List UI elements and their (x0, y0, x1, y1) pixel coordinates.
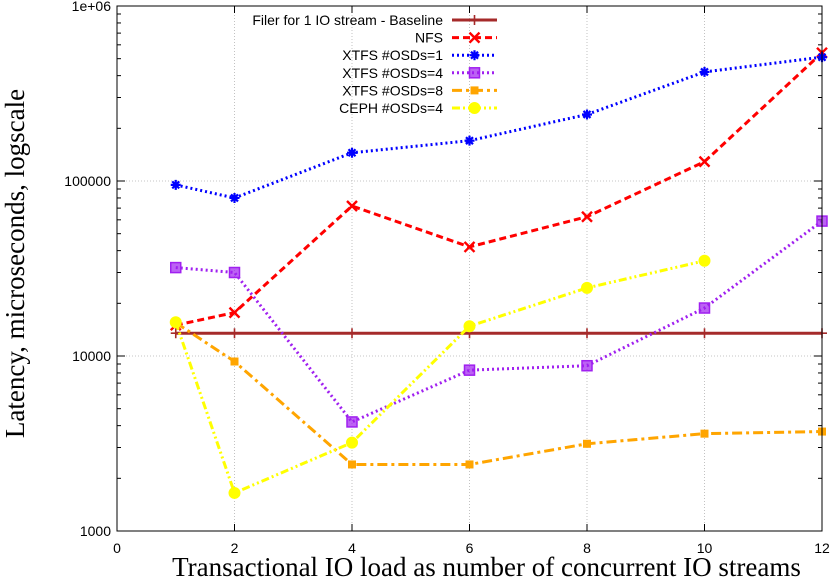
data-point (170, 261, 182, 274)
series-1 (169, 46, 828, 332)
data-point (229, 328, 240, 339)
legend-marker (469, 15, 480, 25)
data-point (348, 460, 356, 469)
legend-entry: XTFS #OSDs=8 (342, 82, 497, 98)
y-tick-label: 1000 (80, 523, 111, 539)
data-point (230, 357, 239, 366)
legend-label: Filer for 1 IO stream - Baseline (252, 12, 443, 28)
legend-label: XTFS #OSDs=4 (342, 65, 443, 81)
y-tick-label: 10000 (72, 348, 111, 364)
series-0 (170, 328, 827, 339)
data-point (228, 266, 241, 279)
x-axis-title: Transactional IO load as number of concu… (172, 552, 801, 578)
data-point (465, 460, 474, 469)
series-line (174, 321, 823, 466)
data-point (583, 439, 591, 448)
data-point (229, 192, 240, 203)
legend-marker (468, 102, 481, 114)
series-2 (170, 52, 827, 203)
data-point (581, 281, 593, 294)
data-point (582, 328, 592, 339)
legend-marker (468, 31, 481, 44)
legend-entry: XTFS #OSDs=1 (342, 47, 497, 63)
legend-entry: NFS (415, 30, 497, 46)
data-point (228, 306, 241, 319)
data-point (581, 210, 593, 223)
x-tick-label: 2 (231, 540, 239, 556)
legend-entry: CEPH #OSDs=4 (339, 100, 497, 116)
data-point (346, 416, 358, 428)
x-tick-label: 12 (814, 540, 830, 556)
x-axis-ticks: 0 2 4 6 8 10 12 (113, 6, 830, 556)
plot-frame (116, 5, 823, 532)
legend: Filer for 1 IO stream - BaselineNFSXTFS … (252, 12, 497, 116)
data-point (463, 364, 476, 376)
data-point (346, 200, 358, 212)
y-tick-label: 1e+06 (72, 0, 112, 14)
data-point (170, 179, 181, 190)
data-point (346, 436, 358, 449)
x-tick-label: 4 (348, 540, 356, 556)
legend-entry: XTFS #OSDs=4 (342, 65, 497, 81)
data-point (582, 109, 592, 120)
legend-label: XTFS #OSDs=8 (342, 82, 443, 98)
data-point (169, 316, 182, 329)
series-3 (170, 215, 828, 428)
legend-marker (468, 67, 481, 79)
data-point (228, 486, 241, 499)
series-line (175, 219, 823, 424)
series-line (175, 55, 823, 200)
data-point (347, 147, 357, 158)
y-tick-label: 100000 (64, 173, 111, 189)
data-point (698, 302, 711, 314)
x-tick-label: 10 (697, 540, 713, 556)
data-point (463, 320, 476, 333)
data-point (463, 241, 476, 253)
legend-marker (470, 86, 479, 95)
y-axis-title: Latency, microseconds, logscale (0, 89, 30, 438)
grid (117, 6, 822, 531)
x-tick-label: 0 (113, 540, 121, 556)
series-5 (169, 254, 711, 499)
x-tick-label: 8 (583, 540, 591, 556)
data-point (699, 66, 710, 77)
legend-marker (469, 50, 480, 61)
series-line (175, 51, 824, 327)
data-point (464, 135, 475, 146)
legend-label: NFS (415, 30, 443, 46)
data-point (699, 328, 710, 339)
data-point (698, 155, 711, 168)
legend-entry: Filer for 1 IO stream - Baseline (252, 12, 497, 28)
series-line (174, 259, 705, 495)
data-point (698, 254, 711, 267)
data-point (700, 429, 709, 438)
series-4 (171, 318, 826, 469)
legend-label: CEPH #OSDs=4 (339, 100, 443, 116)
data-point (581, 359, 593, 372)
x-tick-label: 6 (466, 540, 474, 556)
data-point (347, 328, 357, 339)
series (169, 46, 828, 499)
legend-label: XTFS #OSDs=1 (342, 47, 443, 63)
